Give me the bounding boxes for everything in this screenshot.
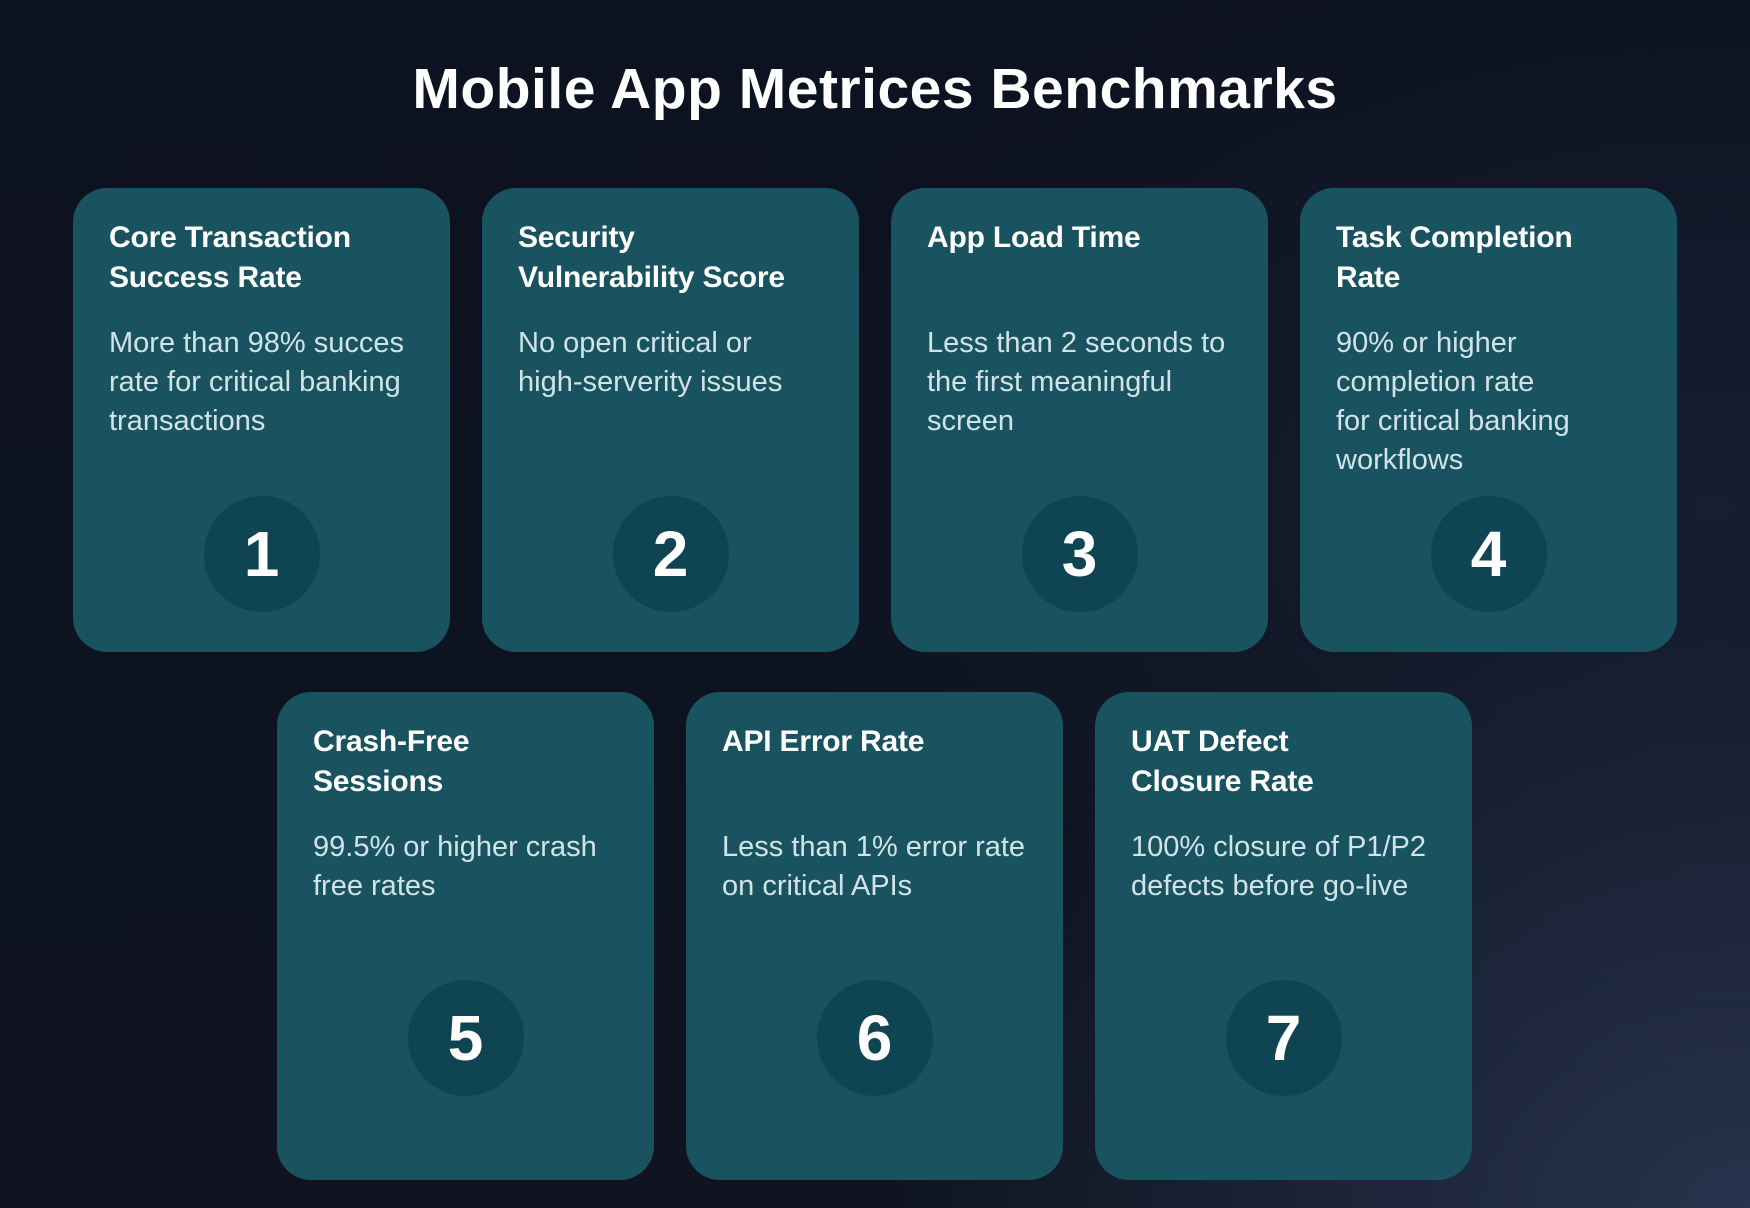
number-badge-value: 4 [1470,518,1507,590]
metric-card-title: App Load Time [927,218,1232,298]
metric-card-title: UAT Defect Closure Rate [1131,722,1436,802]
metric-card-description-line: the first meaningful [927,366,1173,398]
metric-card-description-line: rate for critical banking [109,366,401,398]
metric-card-5: Crash-Free Sessions 99.5% or higher crash f… [277,692,654,1180]
metric-card-description-line: defects before go-live [1131,870,1409,902]
metric-card-description-line: screen [927,405,1015,437]
metric-card-description: 90% or higher completion rate for critical… [1336,324,1641,480]
metric-card-title: Task Completion Rate [1336,218,1641,298]
metric-card-title-line: Security [518,221,635,254]
metric-card-title-line: Success Rate [109,261,302,294]
metric-card-description-line: free rates [313,870,436,902]
metric-card-title: Crash-Free Sessions [313,722,618,802]
number-badge-value: 2 [652,518,689,590]
number-badge: 3 [1021,496,1138,612]
metric-card-description-line: More than 98% succes [109,327,404,359]
metric-card-description: Less than 1% error rate on critical APIs [722,828,1027,906]
metric-card-description-line: high-serverity issues [518,366,783,398]
metric-card-2: Security Vulnerability Score No open criti… [482,188,859,652]
number-badge: 2 [612,496,729,612]
metric-card-description: 100% closure of P1/P2 defects before go-l… [1131,828,1436,906]
metric-card-title-line: Core Transaction [109,221,351,254]
metric-card-description-line: 100% closure of P1/P2 [1131,831,1427,863]
metric-card-3: App Load Time Less than 2 seconds to the f… [891,188,1268,652]
metric-card-1: Core Transaction Success Rate More than 98… [73,188,450,652]
number-badge: 4 [1430,496,1547,612]
metric-card-title-line: Task Completion [1336,221,1573,254]
number-badge: 1 [203,496,320,612]
metric-card-description: 99.5% or higher crash free rates [313,828,618,906]
number-badge: 6 [816,980,933,1096]
metric-card-description-line: completion rate [1336,366,1535,398]
metric-card-title-line: App Load Time [927,221,1141,254]
number-badge: 5 [407,980,524,1096]
number-badge-value: 7 [1265,1002,1302,1074]
metric-card-7: UAT Defect Closure Rate 100% closure of P1… [1095,692,1472,1180]
metric-card-4: Task Completion Rate 90% or higher completi… [1300,188,1677,652]
metric-card-description-line: transactions [109,405,266,437]
metric-card-description-line: Less than 1% error rate [722,831,1026,863]
number-badge-value: 3 [1061,518,1098,590]
metric-card-6: API Error Rate Less than 1% error rate on … [686,692,1063,1180]
cards-row-top: Core Transaction Success Rate More than 98… [73,188,1677,652]
metric-card-title-line: Sessions [313,765,444,798]
metric-card-description-line: on critical APIs [722,870,913,902]
metric-card-title-line: Vulnerability Score [518,261,785,294]
number-badge-value: 5 [447,1002,484,1074]
cards-row-bottom: Crash-Free Sessions 99.5% or higher crash f… [277,692,1472,1180]
metric-card-description-line: Less than 2 seconds to [927,327,1226,359]
number-badge-value: 1 [243,518,280,590]
metric-card-description-line: for critical banking [1336,405,1570,437]
metric-card-description-line: 90% or higher [1336,327,1517,359]
metric-card-title-line: Closure Rate [1131,765,1314,798]
page-title: Mobile App Metrices Benchmarks [412,57,1338,121]
metric-card-description-line: No open critical or [518,327,752,359]
metric-card-title-line: Crash-Free [313,725,470,758]
number-badge: 7 [1225,980,1342,1096]
metric-card-description-line: workflows [1336,444,1464,476]
metric-card-description-line: 99.5% or higher crash [313,831,597,863]
metric-card-description: More than 98% succes rate for critical ba… [109,324,414,441]
metric-card-description: Less than 2 seconds to the first meaningf… [927,324,1232,441]
metric-card-title: Security Vulnerability Score [518,218,823,298]
number-badge-value: 6 [856,1002,893,1074]
metric-card-title-line: UAT Defect [1131,725,1289,758]
metric-card-description: No open critical or high-serverity issues [518,324,823,402]
metric-card-title: API Error Rate [722,722,1027,802]
metric-card-title: Core Transaction Success Rate [109,218,414,298]
metric-card-title-line: API Error Rate [722,725,925,758]
metric-card-title-line: Rate [1336,261,1401,294]
